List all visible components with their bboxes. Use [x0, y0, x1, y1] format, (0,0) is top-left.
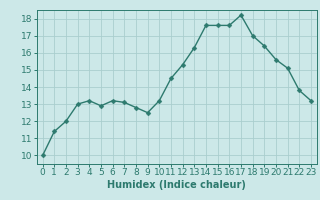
X-axis label: Humidex (Indice chaleur): Humidex (Indice chaleur) — [108, 180, 246, 190]
